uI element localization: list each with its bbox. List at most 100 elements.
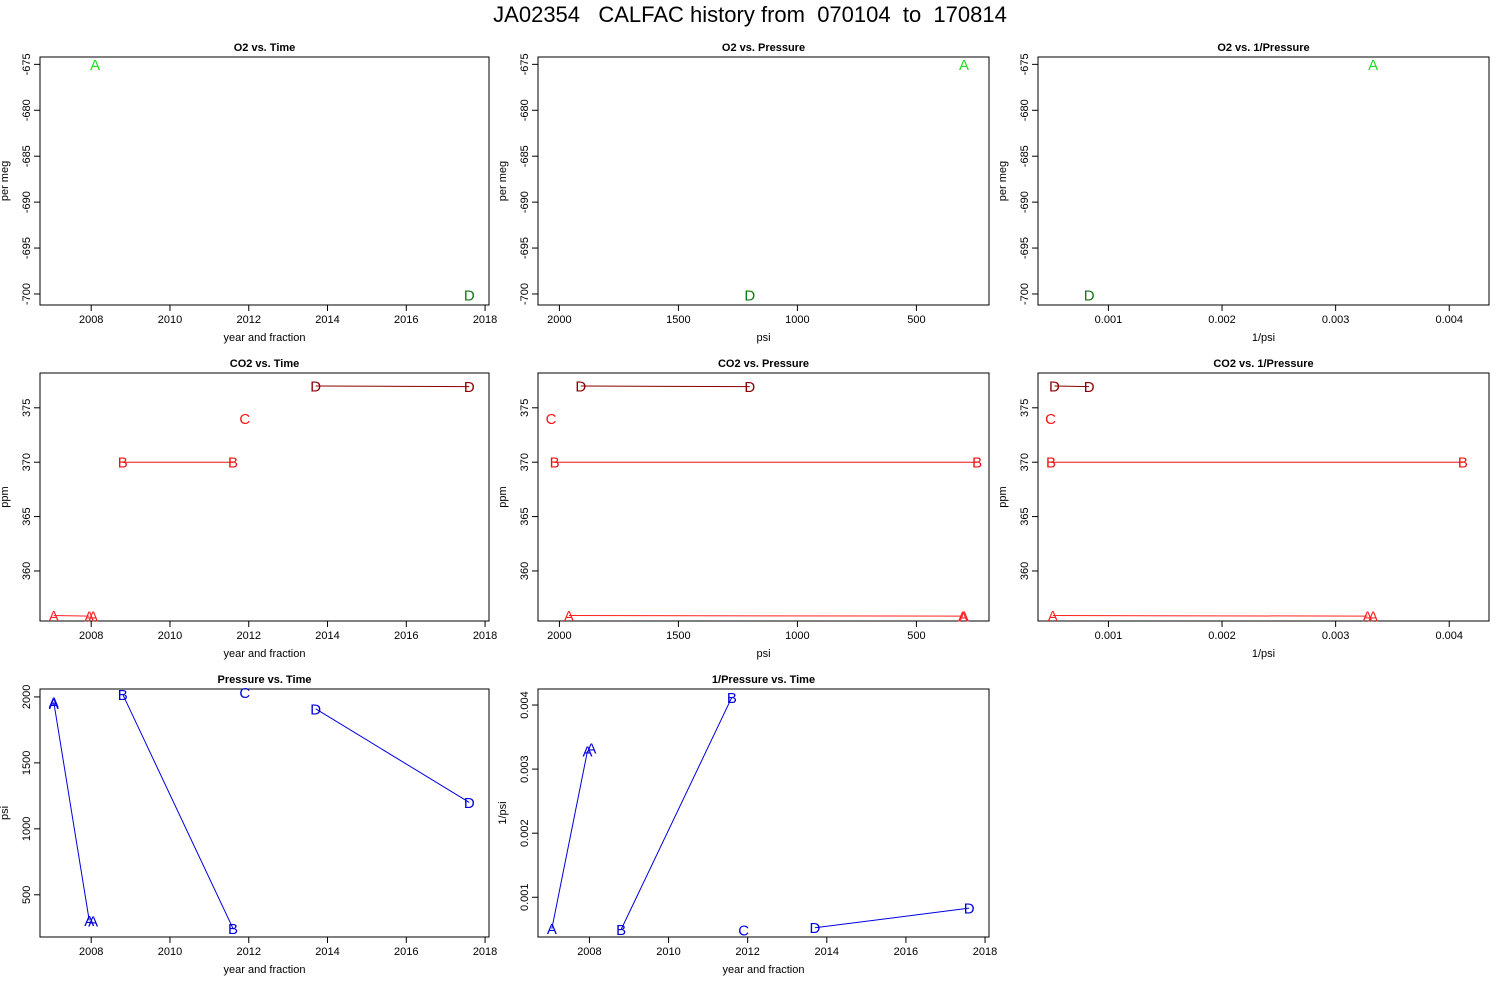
data-point-a: A	[958, 609, 968, 626]
plot-frame	[537, 372, 990, 622]
data-point-d: D	[810, 920, 821, 937]
data-point-d: D	[464, 287, 475, 304]
y-tick-label: -680	[519, 99, 531, 121]
y-tick-label: 2000	[21, 685, 33, 709]
data-point-a: A	[49, 696, 59, 713]
y-axis-label: per meg	[497, 161, 509, 201]
x-tick-label: 2000	[547, 314, 571, 326]
x-tick-label: 2016	[394, 946, 418, 958]
plot-frame	[39, 688, 490, 938]
plot-frame	[1037, 372, 1490, 622]
y-tick-label: -695	[1019, 237, 1031, 259]
y-tick-label: 0.003	[519, 755, 531, 783]
plot-frame	[537, 688, 990, 938]
x-tick-label: 2014	[815, 946, 839, 958]
data-point-d: D	[744, 287, 755, 304]
chart-title: O2 vs. Pressure	[722, 42, 805, 54]
x-axis-label: 1/psi	[1252, 648, 1275, 660]
x-tick-label: 1000	[785, 314, 809, 326]
data-point-a: A	[1368, 57, 1378, 74]
x-tick-label: 2010	[656, 946, 680, 958]
y-axis-label: 1/psi	[497, 801, 509, 824]
data-point-b: B	[118, 687, 128, 704]
data-point-d: D	[575, 379, 586, 396]
y-tick-label: -680	[21, 99, 33, 121]
data-point-a: A	[582, 744, 592, 761]
chart-panel-2: O2 vs. Pressure psi per meg 2000 1500 1000 500…	[497, 42, 990, 344]
y-axis-label: per meg	[0, 161, 11, 201]
y-tick-label: -690	[519, 191, 531, 213]
x-axis-label: psi	[756, 332, 770, 344]
y-tick-label: -695	[21, 237, 33, 259]
x-tick-label: 0.003	[1322, 314, 1350, 326]
x-tick-label: 2018	[473, 630, 497, 642]
y-tick-label: -690	[21, 191, 33, 213]
series-line	[568, 615, 963, 617]
data-point-d: D	[310, 379, 321, 396]
data-point-d: D	[964, 901, 975, 918]
chart-panel-6: CO2 vs. 1/Pressure 1/psi ppm 0.001 0.002 0.00…	[997, 358, 1490, 660]
chart-panel-7: Pressure vs. Time year and fraction psi 200…	[0, 674, 497, 976]
data-point-a: A	[547, 921, 557, 938]
y-tick-label: 375	[1019, 399, 1031, 417]
series-line	[53, 702, 90, 921]
page-title: JA02354 CALFAC history from 070104 to 17…	[493, 2, 1007, 27]
x-tick-label: 2016	[394, 314, 418, 326]
data-point-a: A	[586, 740, 596, 757]
x-tick-label: 2018	[473, 946, 497, 958]
x-axis-label: year and fraction	[723, 964, 805, 976]
data-point-a: A	[564, 608, 574, 625]
data-point-d: D	[310, 701, 321, 718]
data-point-c: C	[239, 411, 250, 428]
x-tick-label: 0.001	[1095, 314, 1123, 326]
y-tick-label: -685	[1019, 145, 1031, 167]
x-tick-label: 1500	[666, 314, 690, 326]
data-point-c: C	[546, 411, 557, 428]
data-point-a: A	[84, 913, 94, 930]
x-tick-label: 2008	[79, 946, 103, 958]
x-tick-label: 2016	[394, 630, 418, 642]
x-tick-label: 2014	[315, 314, 339, 326]
y-tick-label: 500	[21, 886, 33, 904]
data-point-b: B	[228, 921, 238, 938]
x-tick-label: 2018	[973, 946, 997, 958]
data-point-a: A	[88, 609, 98, 626]
series-line	[53, 615, 90, 617]
x-tick-label: 2008	[577, 946, 601, 958]
chart-title: CO2 vs. 1/Pressure	[1213, 358, 1313, 370]
x-tick-label: 2012	[237, 314, 261, 326]
data-point-b: B	[616, 922, 626, 939]
x-tick-label: 2008	[79, 314, 103, 326]
data-point-a: A	[1362, 609, 1372, 626]
x-tick-label: 0.001	[1095, 630, 1123, 642]
y-tick-label: 0.001	[519, 884, 531, 912]
data-point-a: A	[84, 609, 94, 626]
y-tick-label: -675	[1019, 53, 1031, 75]
data-point-b: B	[228, 455, 238, 472]
chart-title: CO2 vs. Time	[230, 358, 300, 370]
x-tick-label: 0.002	[1208, 630, 1236, 642]
data-point-b: B	[118, 455, 128, 472]
chart-title: O2 vs. Time	[234, 42, 296, 54]
series-line	[1054, 385, 1090, 388]
data-point-b: B	[1046, 455, 1056, 472]
data-point-c: C	[738, 922, 749, 939]
y-tick-label: 370	[1019, 453, 1031, 471]
data-point-b: B	[1458, 455, 1468, 472]
y-tick-label: -675	[519, 53, 531, 75]
plot-frame	[1037, 56, 1490, 306]
y-tick-label: 360	[519, 562, 531, 580]
x-tick-label: 2018	[473, 314, 497, 326]
plot-frame	[537, 56, 990, 306]
x-tick-label: 2012	[735, 946, 759, 958]
y-tick-label: -700	[1019, 283, 1031, 305]
x-axis-label: year and fraction	[224, 964, 306, 976]
data-point-d: D	[1084, 287, 1095, 304]
y-axis-label: ppm	[997, 486, 1009, 507]
x-tick-label: 0.004	[1435, 630, 1463, 642]
y-axis-label: psi	[0, 806, 11, 820]
x-tick-label: 2010	[158, 314, 182, 326]
y-tick-label: 0.002	[519, 819, 531, 847]
y-tick-label: -690	[1019, 191, 1031, 213]
